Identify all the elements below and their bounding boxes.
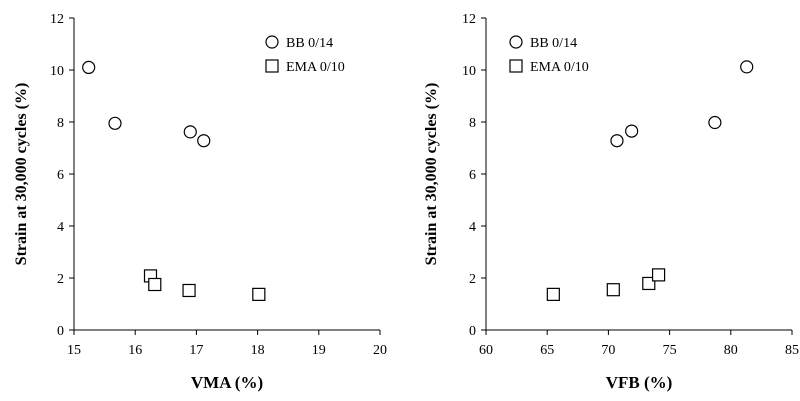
y-tick-label: 4 <box>469 220 476 235</box>
data-point-circle <box>708 115 722 130</box>
y-tick-label: 10 <box>50 64 64 79</box>
legend: BB 0/14 EMA 0/10 <box>509 35 589 75</box>
legend-label: EMA 0/10 <box>530 60 589 75</box>
y-tick-label: 6 <box>57 168 64 183</box>
x-axis-label: VMA (%) <box>191 373 263 392</box>
x-axis-label: VFB (%) <box>606 373 673 392</box>
x-tick-label: 18 <box>251 343 265 358</box>
x-tick-label: 19 <box>312 343 326 358</box>
data-point-circle <box>625 124 639 138</box>
chart-panel-1: 0 2 4 6 8 10 12 15 16 17 18 19 20 VMA (%) Strain at 30… <box>13 12 387 392</box>
y-tick-label: 12 <box>50 12 64 27</box>
y-tick-label: 2 <box>57 272 64 287</box>
x-tick-label: 80 <box>724 343 738 358</box>
y-tick-label: 8 <box>57 116 64 131</box>
data-point-square <box>252 287 266 301</box>
chart-panel-2: 0 2 4 6 8 10 12 60 65 70 75 80 85 VFB (%) Strain at 30… <box>423 12 799 392</box>
y-tick-label: 4 <box>57 220 64 235</box>
x-tick-label: 85 <box>785 343 799 358</box>
data-point-circle <box>108 116 122 130</box>
x-tick-label: 15 <box>67 343 81 358</box>
y-tick-label: 0 <box>57 324 64 339</box>
legend-marker-square <box>509 59 523 73</box>
data-point-circle <box>197 134 211 148</box>
y-axis-label: Strain at 30,000 cycles (%) <box>423 83 440 266</box>
legend-marker-circle <box>265 35 279 49</box>
x-tick-label: 17 <box>189 343 203 358</box>
x-tick-label: 70 <box>601 343 615 358</box>
data-point-circle <box>82 60 96 75</box>
legend-label: EMA 0/10 <box>286 60 345 75</box>
y-axis-label: Strain at 30,000 cycles (%) <box>13 83 30 266</box>
x-tick-label: 60 <box>479 343 493 358</box>
data-point-square <box>651 268 666 282</box>
y-tick-label: 10 <box>462 64 476 79</box>
data-point-square <box>546 287 560 301</box>
data-point-circle <box>610 134 624 148</box>
data-point-square <box>148 277 162 292</box>
data-point-square <box>642 276 656 291</box>
y-tick-label: 0 <box>469 324 476 339</box>
x-tick-label: 16 <box>128 343 142 358</box>
y-tick-label: 8 <box>469 116 476 131</box>
y-tick-label: 12 <box>462 12 476 27</box>
x-tick-label: 20 <box>373 343 387 358</box>
y-tick-label: 2 <box>469 272 476 287</box>
legend-label: BB 0/14 <box>286 36 333 51</box>
data-point-circle <box>740 60 754 74</box>
legend: BB 0/14 EMA 0/10 <box>265 35 345 75</box>
data-point-square <box>182 283 196 298</box>
legend-marker-circle <box>509 35 523 49</box>
y-tick-label: 6 <box>469 168 476 183</box>
data-point-square <box>606 283 620 297</box>
legend-label: BB 0/14 <box>530 36 577 51</box>
x-tick-label: 75 <box>663 343 677 358</box>
legend-marker-square <box>265 59 279 73</box>
data-point-circle <box>183 125 197 139</box>
x-tick-label: 65 <box>540 343 554 358</box>
